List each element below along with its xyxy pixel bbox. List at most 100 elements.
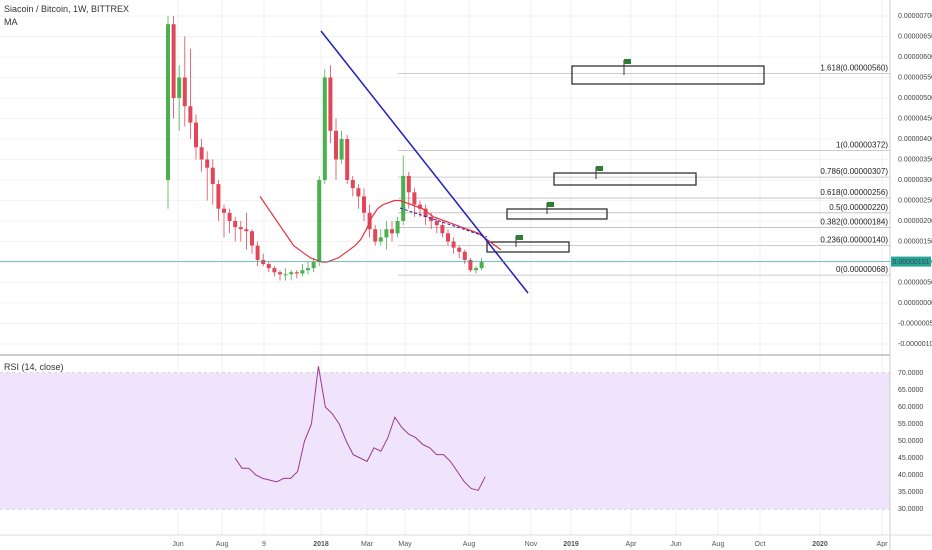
candle-body: [328, 77, 333, 131]
candle-body: [283, 274, 288, 276]
rsi-tick-label: 30.0000: [898, 506, 923, 513]
target-box[interactable]: [506, 208, 608, 220]
flag-icon: [547, 202, 554, 207]
candle-body: [317, 180, 322, 262]
current-price-value: 0.00000101: [893, 259, 930, 266]
candle-body: [250, 231, 254, 246]
time-tick-label: Jun: [670, 541, 681, 548]
candle-body: [429, 216, 434, 221]
price-tick-label: 0.00000250: [898, 198, 932, 205]
fibonacci-levels: 0(0.00000068) 0.236(0.00000140) 0.382(0.00…: [398, 63, 890, 276]
candle-body: [261, 259, 266, 265]
candle-body: [356, 188, 361, 197]
price-tick-label: -0.00000100: [898, 341, 932, 348]
candle-body: [339, 139, 344, 160]
ma-indicator-label[interactable]: MA: [4, 17, 18, 27]
time-tick-label: Apr: [877, 541, 889, 548]
fib-level-label: 0.382(0.00000184): [820, 218, 888, 227]
trendline: [320, 30, 529, 294]
candle-body: [171, 24, 176, 99]
flag-icon: [516, 235, 523, 240]
price-tick-label: 0.00000000: [898, 300, 932, 307]
candle-body: [434, 221, 439, 226]
candle-body: [188, 106, 193, 123]
candle-body: [205, 159, 210, 168]
price-tick-label: 0.00000550: [898, 75, 932, 82]
candle-body: [334, 130, 338, 160]
time-tick-label: Aug: [463, 541, 476, 548]
current-price-badge: 0.00000101: [0, 256, 931, 267]
candle-body: [194, 122, 198, 148]
candle-body: [227, 212, 232, 221]
candle-body: [423, 208, 428, 217]
time-tick-label: Aug: [216, 541, 229, 548]
rsi-tick-label: 45.0000: [898, 455, 923, 462]
time-tick-label: 2018: [313, 541, 329, 548]
time-tick-label: 9: [262, 541, 266, 548]
fib-level-label: 1(0.00000372): [836, 140, 888, 149]
rsi-indicator-label[interactable]: RSI (14, close): [4, 362, 64, 372]
price-tick-label: 0.00000350: [898, 157, 932, 164]
fib-level-label: 0(0.00000068): [836, 265, 888, 274]
candle-body: [479, 262, 484, 269]
time-tick-label: Oct: [755, 541, 766, 548]
candle-body: [233, 221, 238, 228]
candle-body: [406, 175, 411, 193]
price-tick-label: 0.00000400: [898, 136, 932, 143]
candle-body: [362, 196, 366, 213]
price-tick-label: 0.00000150: [898, 239, 932, 246]
rsi-tick-label: 70.0000: [898, 370, 923, 377]
candle-body: [216, 184, 221, 209]
current-price-bg: [891, 256, 931, 267]
fib-level-label: 0.786(0.00000307): [820, 167, 888, 176]
candles: [166, 16, 484, 281]
ma-line: [259, 196, 502, 263]
candle-body: [177, 77, 182, 98]
candle-body: [474, 268, 478, 271]
rsi-tick-label: 55.0000: [898, 421, 923, 428]
candle-body: [300, 270, 305, 274]
candle-body: [289, 272, 294, 275]
target-box[interactable]: [486, 241, 570, 253]
candle-body: [182, 77, 187, 107]
candle-body: [350, 180, 355, 189]
time-tick-label: Aug: [712, 541, 725, 548]
rsi-tick-label: 35.0000: [898, 489, 923, 496]
time-tick-label: May: [398, 541, 412, 548]
rsi-tick-label: 50.0000: [898, 438, 923, 445]
candle-body: [457, 247, 462, 252]
candle-body: [278, 272, 282, 275]
flag-icon: [596, 166, 603, 171]
price-axis: 0.00000700 0.00000650 0.00000600 0.00000550…: [898, 13, 932, 348]
price-tick-label: 0.00000200: [898, 218, 932, 225]
time-tick-label: Nov: [525, 541, 538, 548]
candle-body: [446, 233, 450, 242]
time-tick-label: Mar: [361, 541, 374, 548]
rsi-axis: 70.0000 65.0000 60.0000 55.0000 50.0000 45.00…: [898, 370, 923, 513]
candle-body: [272, 268, 277, 273]
candle-body: [306, 268, 310, 271]
candle-body: [345, 139, 350, 180]
candle-body: [255, 245, 260, 260]
candle-body: [210, 167, 215, 185]
price-tick-label: 0.00000300: [898, 177, 932, 184]
price-tick-label: 0.00000050: [898, 280, 932, 287]
price-tick-label: 0.00000700: [898, 13, 932, 20]
time-tick-label: 2020: [812, 541, 828, 548]
target-box[interactable]: [553, 172, 697, 186]
price-tick-label: 0.00000500: [898, 95, 932, 102]
channel-line: [399, 207, 488, 238]
candle-body: [468, 259, 473, 271]
candle-body: [401, 175, 406, 221]
rsi-tick-label: 65.0000: [898, 387, 923, 394]
fib-level-label: 1.618(0.00000560): [820, 63, 888, 72]
candle-body: [244, 229, 249, 232]
rsi-band: [0, 373, 890, 509]
fib-level-label: 0.5(0.00000220): [829, 203, 888, 212]
fib-level-label: 0.618(0.00000256): [820, 188, 888, 197]
chart-title: Siacoin / Bitcoin, 1W, BITTREX: [4, 4, 130, 14]
target-boxes: [486, 59, 765, 253]
candle-body: [238, 227, 243, 230]
target-box[interactable]: [571, 65, 765, 85]
